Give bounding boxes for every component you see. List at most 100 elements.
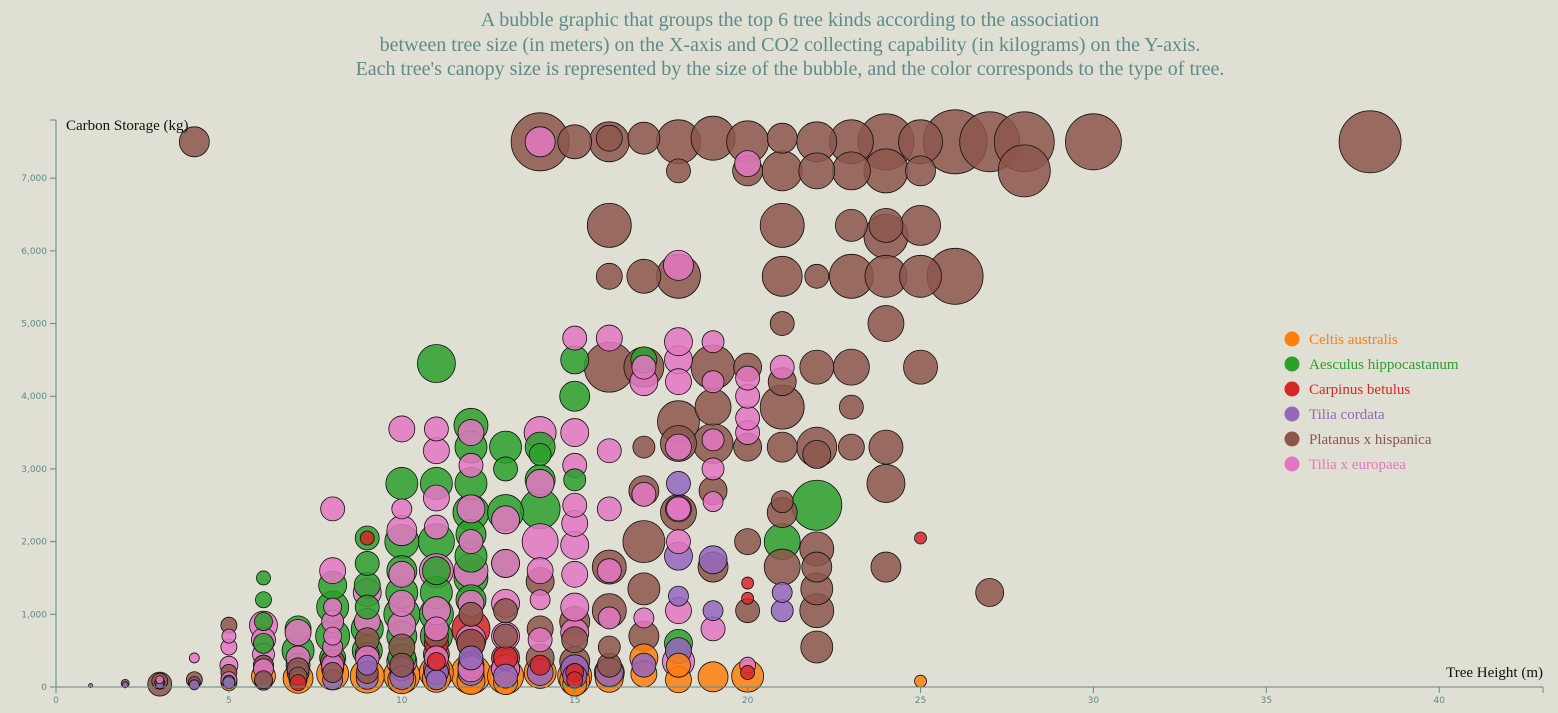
bubble-s1-p2 [255, 591, 272, 609]
x-tick-label-4: 20 [742, 696, 754, 706]
bubble-s1-p12 [354, 551, 380, 576]
bubble-s5-p28 [388, 415, 416, 443]
bubble-s1-p41 [493, 456, 518, 482]
bubble-s5-p79 [664, 327, 693, 357]
y-tick-label-3: 3,000 [21, 465, 47, 475]
bubble-s5-p57 [560, 592, 590, 622]
bubble-s1-p49 [559, 380, 591, 412]
bubble-s5-p41 [458, 529, 484, 555]
bubble-s4-p87 [799, 349, 835, 385]
bubble-s4-p32 [561, 626, 589, 654]
bubble-s0-p23 [697, 661, 729, 693]
bubble-s5-p64 [562, 325, 588, 351]
bubble-s2-p10 [741, 576, 755, 590]
bubble-s5-p75 [666, 496, 691, 522]
y-tick-label-6: 6,000 [21, 247, 47, 257]
bubble-s4-p91 [837, 433, 865, 461]
bubble-s4-p79 [766, 122, 798, 154]
bubble-s5-p84 [701, 428, 725, 452]
bubble-s5-p70 [631, 481, 657, 507]
bubble-s5-p35 [422, 437, 450, 465]
bubble-s5-p42 [456, 494, 486, 524]
x-axis-title: Tree Height (m) [1446, 665, 1543, 681]
legend-label-3: Tilia cordata [1309, 407, 1385, 423]
bubble-s3-p21 [493, 663, 518, 689]
bubble-s1-p31 [416, 344, 456, 383]
bubble-s4-p50 [627, 121, 661, 155]
legend-label-2: Carpinus betulus [1309, 382, 1410, 398]
x-tick-label-1: 5 [226, 696, 232, 706]
bubble-s4-p85 [802, 439, 832, 469]
bubble-s2-p3 [426, 652, 446, 671]
bubble-s4-p54 [666, 158, 691, 184]
bubble-s4-p104 [868, 208, 904, 243]
bubble-s0-p22 [666, 652, 691, 678]
bubble-s5-p52 [521, 523, 559, 561]
title-line-2: between tree size (in meters) on the X-a… [379, 33, 1201, 56]
bubble-s2-p13 [914, 531, 927, 545]
bubble-s4-p98 [870, 551, 902, 583]
bubble-s5-p49 [491, 505, 520, 535]
bubble-s5-p61 [562, 492, 588, 518]
bubble-s1-p45 [528, 442, 552, 466]
bubble-s5-p44 [457, 419, 485, 446]
bubble-s4-p83 [801, 551, 833, 583]
bubble-s4-p78 [761, 150, 803, 192]
bubble-s5-p77 [665, 368, 692, 396]
bubble-s4-p44 [627, 572, 661, 606]
bubble-s5-p30 [423, 616, 449, 642]
bubble-s3-p31 [702, 600, 724, 622]
bubble-s4-p99 [866, 464, 906, 503]
bubble-s4-p8 [254, 670, 273, 690]
bubble-s5-p16 [323, 597, 343, 617]
bubble-s4-p71 [770, 490, 794, 514]
y-tick-label-4: 4,000 [21, 392, 47, 402]
bubble-s4-p95 [834, 209, 868, 242]
title-line-1: A bubble graphic that groups the top 6 t… [480, 9, 1100, 31]
x-tick-label-6: 30 [1088, 696, 1100, 706]
bubble-s5-p53 [525, 469, 555, 498]
legend-label-0: Celtis australis [1309, 332, 1398, 348]
bubble-s4-p120 [178, 126, 210, 158]
bubble-s1-p50 [563, 468, 587, 492]
bubble-s5-p48 [491, 549, 520, 578]
bubble-s5-p18 [320, 496, 346, 522]
bubble-s4-p12 [322, 662, 344, 683]
bubble-s3-p3 [188, 679, 200, 691]
bubble-s1-p14 [354, 594, 380, 620]
axes-layer [50, 119, 1544, 693]
bubble-s4-p88 [804, 263, 830, 289]
bubble-s5-p27 [391, 498, 413, 520]
bubble-s4-p17 [389, 652, 415, 678]
bubble-s3-p27 [666, 471, 691, 496]
bubble-s3-p29 [668, 585, 689, 607]
x-tick-label-3: 15 [569, 696, 580, 706]
y-axis-ticks: 0 1,000 2,000 3,000 4,000 5,000 6,000 7,000 [21, 174, 56, 693]
bubble-s5-p72 [631, 354, 657, 380]
legend-swatch-4 [1284, 431, 1300, 447]
bubble-s5-p97 [524, 126, 556, 158]
bubble-s5-p88 [702, 491, 724, 513]
bubble-s4-p92 [838, 394, 864, 420]
legend-swatch-5 [1284, 456, 1300, 472]
bubbles-layer [88, 109, 1402, 697]
bubble-s5-p67 [596, 438, 622, 464]
legend-swatch-2 [1284, 381, 1300, 397]
legend-swatch-1 [1284, 356, 1300, 372]
bubble-s4-p107 [903, 349, 938, 385]
bubble-s5-p43 [458, 452, 484, 478]
y-tick-label-5: 5,000 [21, 320, 47, 330]
y-tick-label-2: 2,000 [21, 538, 47, 548]
y-axis-title: Carbon Storage (kg) [66, 118, 188, 134]
bubble-s4-p69 [763, 548, 801, 586]
bubble-s4-p118 [1065, 113, 1122, 171]
bubble-s5-p5 [221, 628, 237, 644]
bubble-s3-p26 [631, 652, 657, 678]
bubble-s4-p101 [867, 305, 905, 342]
title-line-3: Each tree's canopy size is represented b… [355, 58, 1225, 80]
bubble-s4-p27 [493, 598, 518, 624]
chart-title: A bubble graphic that groups the top 6 t… [0, 8, 1558, 82]
bubble-s5-p76 [665, 433, 692, 461]
bubble-s4-p122 [557, 124, 593, 160]
bubble-s4-p49 [626, 258, 662, 294]
